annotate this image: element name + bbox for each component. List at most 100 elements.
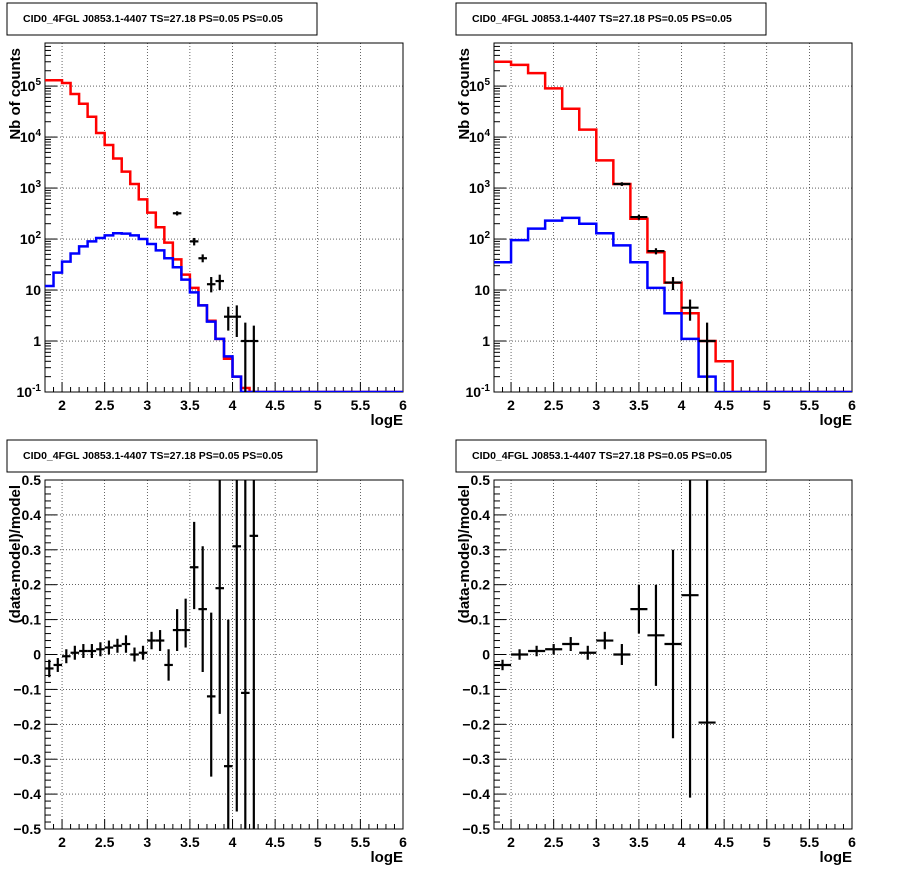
data-point <box>104 640 114 655</box>
y-tick-label: 0.2 <box>22 577 42 593</box>
x-tick-label: 6 <box>848 834 856 850</box>
data-point <box>206 277 216 293</box>
grid <box>45 480 403 829</box>
data-point <box>113 638 122 653</box>
data-point <box>562 637 580 652</box>
y-axis-ticks <box>494 479 506 830</box>
data-point <box>121 635 131 653</box>
chart-title: CID0_4FGL J0853.1-4407 TS=27.18 PS=0.05 … <box>23 13 283 25</box>
y-tick-label: 10 <box>25 282 41 298</box>
data-point <box>62 649 71 664</box>
data-point <box>45 659 54 678</box>
y-axis-label: (data-model)/model <box>7 485 24 623</box>
y-tick-label: 104 <box>469 128 491 145</box>
y-axis-ticks <box>494 42 506 393</box>
grid <box>494 43 852 392</box>
data-point <box>181 598 190 648</box>
data-point <box>249 325 259 392</box>
data-point <box>172 211 182 216</box>
y-tick-label: −0.2 <box>13 716 41 732</box>
data-point <box>698 322 716 392</box>
y-tick-label: 0.1 <box>22 612 42 628</box>
data-point <box>215 480 224 714</box>
y-tick-label: 103 <box>469 179 491 196</box>
y-axis-label: Nb of counts <box>456 48 473 140</box>
chart-panel-3: CID0_4FGL J0853.1-4407 TS=27.18 PS=0.05 … <box>6 439 407 866</box>
x-tick-label: 2 <box>507 397 515 413</box>
y-tick-label: 0.3 <box>22 542 42 558</box>
data-point <box>130 647 139 662</box>
x-tick-label: 6 <box>399 397 407 413</box>
data-point <box>96 642 105 657</box>
x-tick-label: 5 <box>314 397 322 413</box>
data-point <box>698 480 716 829</box>
data-point <box>579 645 597 660</box>
y-tick-label: 1 <box>482 333 490 349</box>
x-tick-label: 3 <box>592 397 600 413</box>
data-point <box>189 521 199 610</box>
data-layer <box>45 480 259 829</box>
x-axis-label: logE <box>371 412 404 429</box>
chart-panel-1: CID0_4FGL J0853.1-4407 TS=27.18 PS=0.05 … <box>6 2 407 429</box>
data-point <box>681 480 699 798</box>
chart-title: CID0_4FGL J0853.1-4407 TS=27.18 PS=0.05 … <box>23 450 283 462</box>
histogram-series-2 <box>494 216 852 392</box>
data-point <box>189 237 199 246</box>
x-tick-label: 2.5 <box>95 397 115 413</box>
data-point <box>138 645 148 660</box>
y-tick-label: 10 <box>474 282 490 298</box>
y-tick-label: −0.1 <box>462 681 490 697</box>
data-point <box>596 631 614 650</box>
data-point <box>241 480 250 829</box>
x-tick-label: 5.5 <box>800 397 820 413</box>
y-tick-label: 10-1 <box>466 383 491 400</box>
x-tick-label: 3 <box>143 397 151 413</box>
x-tick-label: 4.5 <box>265 834 285 850</box>
title-box <box>6 2 318 36</box>
data-point <box>249 480 259 829</box>
data-point <box>172 609 182 652</box>
data-point <box>206 612 216 777</box>
x-axis-ticks <box>44 382 404 392</box>
x-tick-label: 4 <box>229 397 237 413</box>
x-tick-label: 4.5 <box>714 397 734 413</box>
data-point <box>647 248 665 255</box>
y-tick-label: 10-1 <box>17 383 42 400</box>
data-point <box>545 644 563 655</box>
x-axis-label: logE <box>820 849 853 866</box>
y-axis-label: Nb of counts <box>7 48 24 140</box>
y-tick-label: 102 <box>469 230 491 247</box>
data-point <box>647 584 665 686</box>
data-point <box>494 659 512 671</box>
y-tick-label: −0.1 <box>13 681 41 697</box>
y-tick-label: 0.3 <box>471 542 491 558</box>
x-tick-label: 5.5 <box>351 397 371 413</box>
x-axis-label: logE <box>371 849 404 866</box>
data-point <box>232 305 242 337</box>
y-tick-label: 0.4 <box>471 507 491 523</box>
x-tick-label: 5 <box>763 834 771 850</box>
x-tick-label: 2.5 <box>544 397 564 413</box>
data-point <box>87 644 97 658</box>
y-tick-label: 0.5 <box>471 472 491 488</box>
data-point <box>232 480 242 812</box>
x-axis-ticks <box>493 382 853 392</box>
x-tick-label: 4 <box>678 397 686 413</box>
y-tick-label: 104 <box>20 128 42 145</box>
data-point <box>613 182 631 186</box>
y-tick-label: 0.4 <box>22 507 42 523</box>
y-tick-label: −0.3 <box>13 751 41 767</box>
data-point <box>164 649 173 681</box>
data-layer <box>494 480 716 829</box>
chart-title: CID0_4FGL J0853.1-4407 TS=27.18 PS=0.05 … <box>472 13 732 25</box>
x-tick-label: 2 <box>507 834 515 850</box>
y-tick-label: 105 <box>469 77 491 94</box>
y-tick-label: 105 <box>20 77 42 94</box>
x-tick-label: 5 <box>314 834 322 850</box>
x-tick-label: 2.5 <box>544 834 564 850</box>
x-tick-label: 2 <box>58 397 66 413</box>
x-tick-label: 2.5 <box>95 834 115 850</box>
x-tick-label: 4 <box>229 834 237 850</box>
